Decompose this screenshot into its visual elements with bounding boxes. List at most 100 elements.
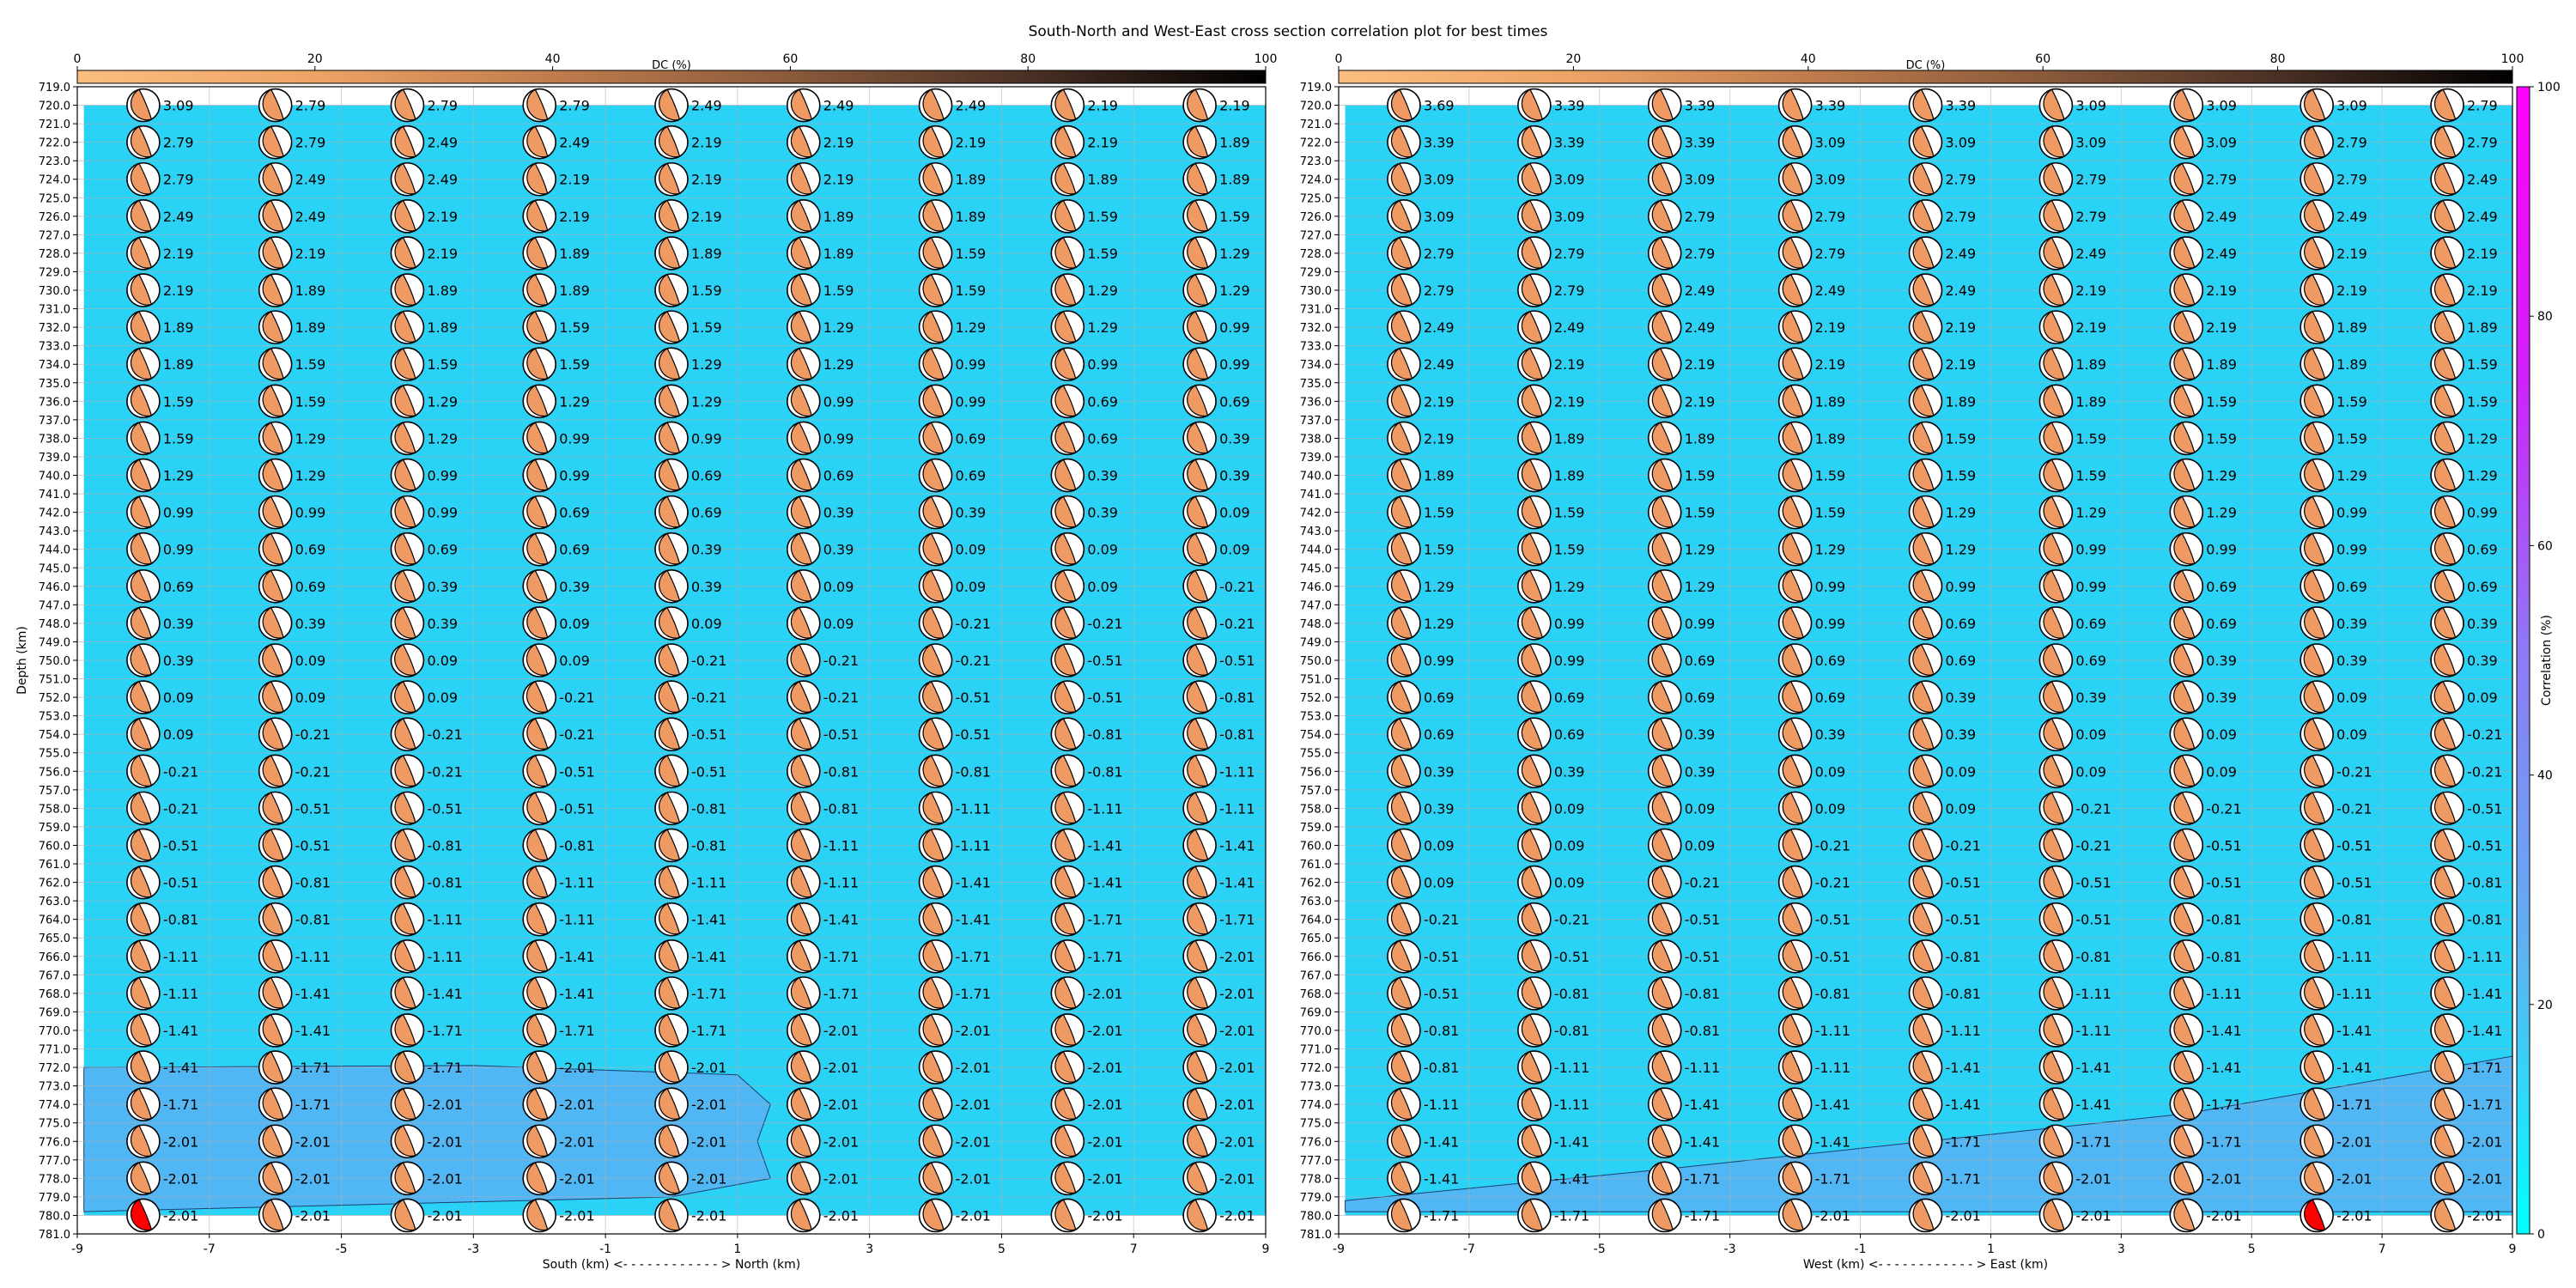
beachball bbox=[1182, 569, 1217, 604]
cell-label: 0.39 bbox=[2336, 616, 2367, 632]
cell-label: -2.01 bbox=[2467, 1133, 2502, 1150]
correlation-tick-label: 20 bbox=[2537, 999, 2553, 1012]
beachball-outline bbox=[1182, 717, 1217, 751]
beachball bbox=[126, 1013, 161, 1048]
beachball-outline bbox=[786, 273, 821, 307]
beachball-outline bbox=[1777, 458, 1813, 493]
beachball-outline bbox=[1182, 1013, 1217, 1048]
beachball bbox=[1182, 310, 1217, 344]
beachball bbox=[1182, 754, 1217, 789]
cell-label: 1.89 bbox=[1219, 172, 1250, 188]
beachball bbox=[1050, 1087, 1085, 1121]
dc-tick-label: 0 bbox=[1335, 52, 1343, 66]
y-tick-label: 721.0 bbox=[1300, 118, 1332, 131]
beachball-compressional bbox=[2173, 385, 2196, 416]
beachball bbox=[1908, 347, 1943, 382]
beachball bbox=[1777, 1050, 1813, 1084]
beachball bbox=[126, 1198, 161, 1233]
y-tick-label: 768.0 bbox=[39, 988, 70, 1001]
beachball-compressional bbox=[1912, 755, 1935, 787]
cell-label: 1.59 bbox=[559, 319, 590, 336]
beachball-outline bbox=[2300, 495, 2334, 530]
beachball-compressional bbox=[2173, 236, 2196, 269]
beachball-compressional bbox=[1912, 348, 1935, 380]
cell-label: -1.11 bbox=[2336, 949, 2372, 965]
beachball bbox=[1050, 161, 1085, 197]
beachball-compressional bbox=[1187, 569, 1209, 602]
y-tick-label: 726.0 bbox=[39, 211, 70, 224]
beachball-compressional bbox=[1390, 422, 1413, 454]
beachball-compressional bbox=[1521, 459, 1544, 491]
beachball-compressional bbox=[1782, 310, 1804, 343]
cell-label: 0.39 bbox=[1087, 468, 1118, 484]
beachball-compressional bbox=[1782, 385, 1804, 416]
cell-label: 1.89 bbox=[691, 246, 722, 262]
beachball-compressional bbox=[1390, 643, 1413, 676]
beachball-outline bbox=[2169, 680, 2204, 714]
beachball-outline bbox=[126, 1050, 161, 1084]
y-tick-label: 736.0 bbox=[39, 396, 70, 409]
beachball bbox=[522, 495, 557, 530]
beachball-compressional bbox=[1054, 1013, 1077, 1046]
beachball-outline bbox=[654, 1050, 689, 1084]
beachball-compressional bbox=[2304, 310, 2326, 343]
cell-label: -0.21 bbox=[691, 653, 726, 669]
beachball bbox=[2430, 199, 2464, 234]
y-tick-label: 728.0 bbox=[39, 248, 70, 261]
beachball bbox=[2038, 680, 2074, 714]
beachball-outline bbox=[258, 273, 293, 307]
cell-label: -1.41 bbox=[1219, 837, 1255, 854]
cell-label: -1.41 bbox=[1685, 1133, 1720, 1150]
beachball bbox=[2300, 532, 2334, 567]
beachball-outline bbox=[1908, 236, 1943, 270]
y-tick-label: 771.0 bbox=[1300, 1044, 1332, 1057]
beachball bbox=[1908, 680, 1943, 714]
cell-label: -1.11 bbox=[1424, 1097, 1459, 1113]
beachball-outline bbox=[1777, 310, 1813, 344]
cell-label: -0.81 bbox=[163, 912, 198, 928]
beachball-compressional bbox=[1651, 1162, 1674, 1194]
beachball-compressional bbox=[1651, 236, 1674, 269]
beachball-outline bbox=[1387, 865, 1421, 900]
beachball-outline bbox=[786, 1161, 821, 1196]
cell-label: 1.59 bbox=[1424, 542, 1455, 558]
beachball bbox=[1182, 273, 1217, 307]
beachball-compressional bbox=[1390, 495, 1413, 528]
cell-label: 0.09 bbox=[823, 579, 854, 595]
beachball-compressional bbox=[922, 310, 945, 343]
beachball-compressional bbox=[130, 680, 153, 713]
cell-label: -0.21 bbox=[1219, 579, 1255, 595]
beachball bbox=[1387, 606, 1421, 641]
beachball-outline bbox=[654, 421, 689, 456]
beachball-outline bbox=[654, 125, 689, 160]
beachball bbox=[258, 1013, 293, 1048]
beachball-compressional bbox=[1187, 1199, 1209, 1231]
beachball-outline bbox=[1050, 791, 1085, 826]
beachball-outline bbox=[1777, 680, 1813, 714]
beachball bbox=[1182, 606, 1217, 641]
beachball bbox=[1517, 828, 1552, 863]
beachball bbox=[2300, 939, 2334, 974]
beachball-outline bbox=[1908, 828, 1943, 863]
beachball bbox=[2038, 236, 2074, 270]
cell-label: -0.51 bbox=[2075, 875, 2111, 891]
beachball-compressional bbox=[130, 532, 153, 565]
beachball-compressional bbox=[394, 1199, 416, 1231]
beachball-compressional bbox=[659, 162, 681, 195]
beachball-compressional bbox=[2043, 717, 2065, 750]
beachball bbox=[1387, 310, 1421, 344]
y-axis-label: Depth (km) bbox=[15, 626, 29, 695]
cell-label: -1.71 bbox=[2467, 1097, 2502, 1113]
beachball-outline bbox=[390, 976, 425, 1011]
beachball-outline bbox=[786, 939, 821, 974]
beachball bbox=[1908, 532, 1943, 567]
beachball bbox=[1387, 1050, 1421, 1084]
beachball-compressional bbox=[1521, 606, 1544, 639]
beachball bbox=[1387, 532, 1421, 567]
beachball-compressional bbox=[1782, 422, 1804, 454]
beachball-outline bbox=[126, 791, 161, 826]
cell-label: -2.01 bbox=[163, 1207, 198, 1224]
beachball bbox=[918, 347, 953, 382]
beachball bbox=[654, 902, 689, 937]
beachball-outline bbox=[2300, 828, 2334, 863]
